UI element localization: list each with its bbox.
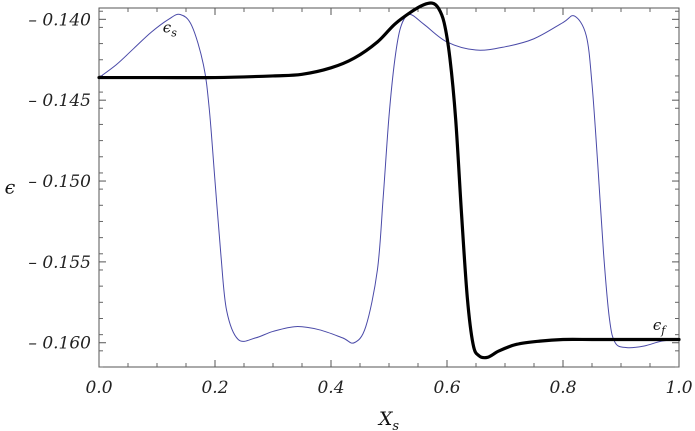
series-line-eps-s — [98, 13, 680, 349]
y-axis-label: ϵ — [5, 177, 16, 199]
label-eps-f: ϵf — [653, 316, 667, 337]
plot-border — [98, 7, 680, 368]
y-tick-label: – 0.145 — [28, 91, 91, 111]
x-tick-label: 1.0 — [665, 378, 692, 398]
y-tick-label: – 0.155 — [28, 253, 91, 273]
x-tick-label: 0.0 — [85, 378, 112, 398]
x-tick-label: 0.4 — [317, 378, 344, 398]
y-tick-label: – 0.140 — [28, 10, 91, 30]
axis-ticks: 0.0 0.2 0.4 0.6 0.8 1.0 – 0.140 – 0.145 – 0.150 –… — [28, 8, 693, 398]
x-axis-label: Xs — [377, 408, 400, 431]
series-layer — [97, 1, 681, 360]
y-tick-label: – 0.150 — [28, 172, 91, 192]
x-tick-label: 0.2 — [201, 378, 228, 398]
x-tick-label: 0.6 — [433, 378, 460, 398]
x-tick-label: 0.8 — [549, 378, 576, 398]
plot-frame — [98, 7, 680, 368]
series-line-eps-f — [97, 1, 681, 360]
y-tick-label: – 0.160 — [28, 334, 91, 354]
label-eps-s: ϵs — [163, 18, 177, 39]
label-layer: Xs ϵ ϵs ϵf — [5, 18, 668, 431]
